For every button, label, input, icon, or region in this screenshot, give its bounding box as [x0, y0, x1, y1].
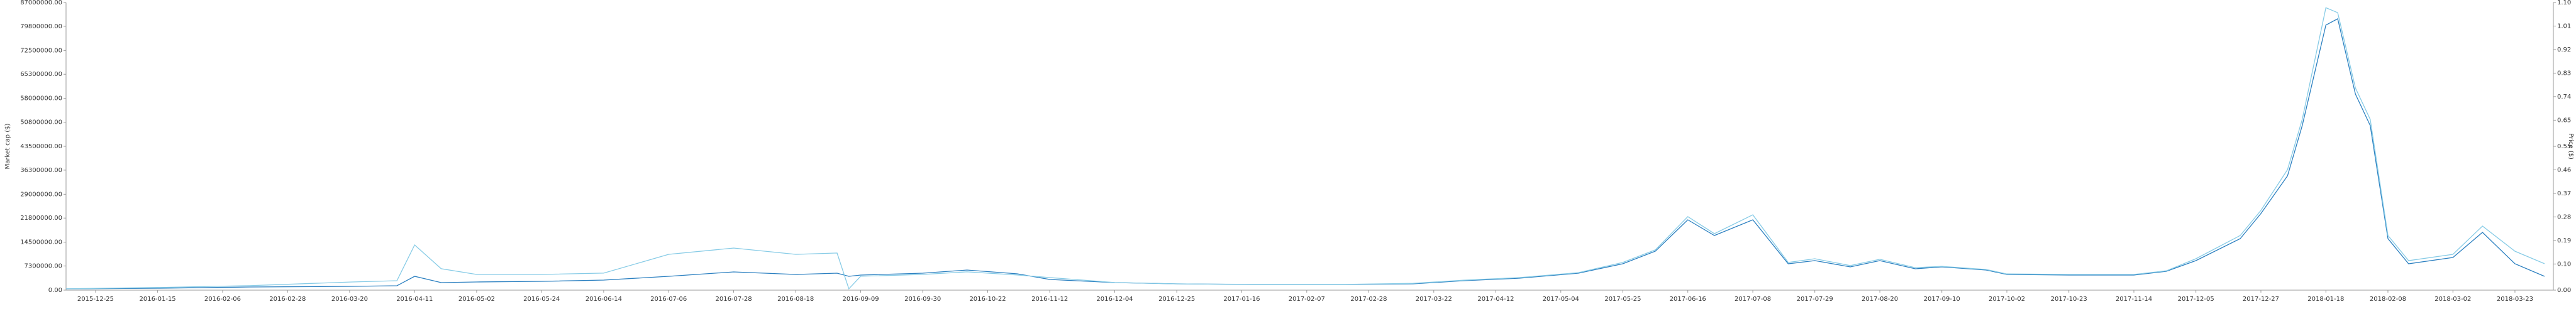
- x-tick-label: 2016-09-09: [842, 296, 879, 303]
- y-tick-label: 0.55: [2557, 143, 2571, 150]
- x-tick-label: 2017-09-10: [1924, 296, 1960, 303]
- x-tick-label: 2016-05-24: [523, 296, 560, 303]
- x-tick-label: 2018-02-08: [2370, 296, 2406, 303]
- x-tick-label: 2017-11-14: [2116, 296, 2152, 303]
- x-tick-label: 2016-07-28: [715, 296, 752, 303]
- x-tick-label: 2017-08-20: [1862, 296, 1898, 303]
- y-tick-label: 43500000.00: [20, 143, 62, 150]
- x-tick-label: 2016-05-02: [458, 296, 495, 303]
- y-tick-label: 0.92: [2557, 46, 2571, 53]
- x-tick-label: 2016-02-06: [204, 296, 241, 303]
- x-tick-label: 2016-01-15: [140, 296, 176, 303]
- x-tick-label: 2017-02-28: [1350, 296, 1387, 303]
- x-tick-label: 2016-08-18: [777, 296, 814, 303]
- y-tick-label: 0.19: [2557, 237, 2571, 244]
- x-tick-label: 2017-07-29: [1797, 296, 1833, 303]
- x-tick-label: 2016-02-28: [269, 296, 306, 303]
- y-tick-label: 0.46: [2557, 166, 2571, 173]
- y-tick-label: 21800000.00: [20, 215, 62, 222]
- x-tick-label: 2015-12-25: [77, 296, 114, 303]
- x-tick-label: 2017-05-04: [1543, 296, 1579, 303]
- x-tick-label: 2017-05-25: [1604, 296, 1641, 303]
- y-axis-label: Market cap ($): [4, 123, 11, 169]
- x-tick-label: 2017-02-07: [1289, 296, 1325, 303]
- x-tick-label: 2016-12-25: [1158, 296, 1195, 303]
- y-tick-label: 72500000.00: [20, 47, 62, 54]
- x-tick-label: 2018-03-23: [2497, 296, 2533, 303]
- x-tick-label: 2016-10-22: [969, 296, 1006, 303]
- y-tick-label: 79800000.00: [20, 23, 62, 30]
- y-tick-label: 36300000.00: [20, 167, 62, 174]
- y-tick-label: 14500000.00: [20, 239, 62, 246]
- y-tick-label: 87000000.00: [20, 0, 62, 6]
- y-tick-label: 0.37: [2557, 190, 2571, 197]
- y-tick-label: 7300000.00: [25, 263, 62, 270]
- y-tick-label: 0.83: [2557, 70, 2571, 77]
- x-tick-label: 2016-07-06: [650, 296, 687, 303]
- y-tick-label: 0.00: [48, 287, 62, 294]
- y-tick-label: 65300000.00: [20, 71, 62, 78]
- x-tick-label: 2017-04-12: [1477, 296, 1514, 303]
- y-tick-label: 50800000.00: [20, 119, 62, 126]
- y2-axis-label: Price ($): [2567, 133, 2574, 160]
- x-tick-label: 2017-03-22: [1416, 296, 1452, 303]
- x-tick-label: 2016-11-12: [1031, 296, 1068, 303]
- x-tick-label: 2017-12-05: [2178, 296, 2214, 303]
- y-tick-label: 0.65: [2557, 117, 2571, 124]
- series-line: [65, 7, 2545, 290]
- y-tick-label: 0.10: [2557, 261, 2571, 268]
- x-tick-label: 2017-12-27: [2243, 296, 2279, 303]
- y-tick-label: 29000000.00: [20, 191, 62, 198]
- x-tick-label: 2017-07-08: [1735, 296, 1771, 303]
- y-tick-label: 1.01: [2557, 23, 2571, 30]
- x-tick-label: 2016-04-11: [396, 296, 433, 303]
- x-tick-label: 2017-10-23: [2051, 296, 2087, 303]
- y-tick-label: 0.00: [2557, 287, 2571, 294]
- x-tick-label: 2016-03-20: [331, 296, 368, 303]
- series-line: [65, 18, 2545, 290]
- y-tick-label: 58000000.00: [20, 95, 62, 102]
- x-tick-label: 2016-06-14: [586, 296, 622, 303]
- x-tick-label: 2017-10-02: [1989, 296, 2025, 303]
- x-tick-label: 2018-01-18: [2307, 296, 2344, 303]
- x-tick-label: 2018-03-02: [2434, 296, 2471, 303]
- x-tick-label: 2016-12-04: [1096, 296, 1133, 303]
- y-tick-label: 0.28: [2557, 214, 2571, 220]
- y-tick-label: 0.74: [2557, 94, 2571, 100]
- y-tick-label: 1.10: [2557, 0, 2571, 6]
- x-tick-label: 2017-01-16: [1223, 296, 1260, 303]
- x-tick-label: 2016-09-30: [904, 296, 941, 303]
- x-tick-label: 2017-06-16: [1670, 296, 1706, 303]
